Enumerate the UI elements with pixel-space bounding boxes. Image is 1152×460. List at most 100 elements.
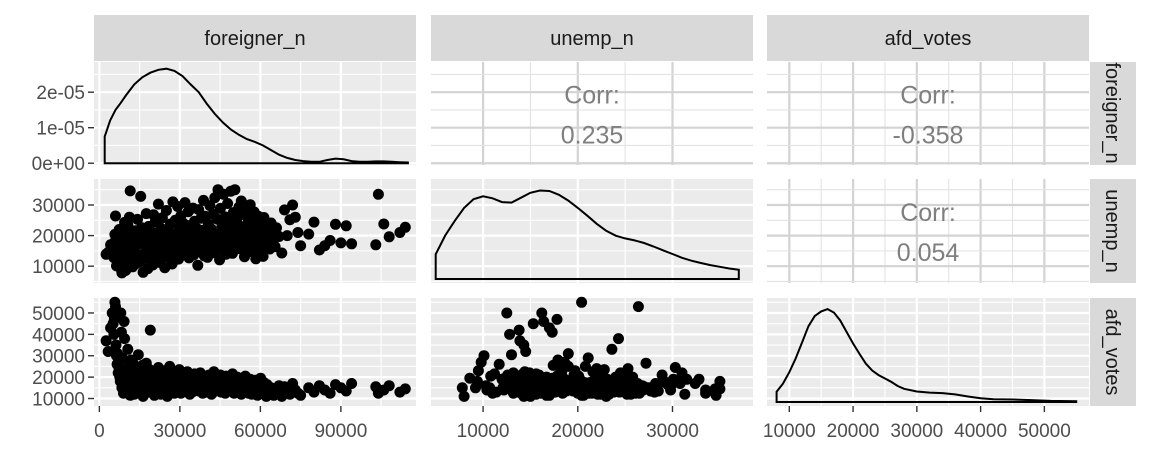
point bbox=[679, 388, 691, 400]
point bbox=[576, 296, 588, 308]
point bbox=[517, 368, 529, 380]
panel-0-0 bbox=[94, 62, 416, 165]
point bbox=[456, 382, 468, 394]
point bbox=[470, 382, 481, 394]
strip-col-0-label: foreigner_n bbox=[204, 28, 305, 50]
point bbox=[132, 213, 143, 225]
strip-row-0-bg bbox=[1090, 62, 1136, 165]
axes: 0e+001e-052e-051000020000300001000020000… bbox=[32, 83, 1071, 442]
point bbox=[102, 346, 114, 357]
point bbox=[538, 316, 550, 327]
x-tick-label: 30000 bbox=[153, 421, 206, 442]
panel-2-2 bbox=[767, 298, 1089, 406]
point bbox=[475, 356, 487, 368]
point bbox=[571, 370, 583, 382]
point bbox=[606, 343, 618, 355]
point bbox=[116, 352, 128, 364]
point bbox=[100, 335, 112, 347]
point bbox=[324, 387, 336, 399]
point bbox=[276, 247, 288, 259]
density-afd_votes bbox=[775, 308, 1078, 403]
y-tick-label: 0e+00 bbox=[32, 154, 85, 175]
point bbox=[118, 316, 130, 327]
point bbox=[518, 339, 530, 351]
point bbox=[235, 195, 247, 207]
point bbox=[372, 188, 384, 200]
panel-1-1 bbox=[431, 179, 753, 283]
point bbox=[330, 218, 341, 230]
y-tick-label: 30000 bbox=[32, 347, 85, 368]
y-tick-label: 50000 bbox=[32, 304, 85, 325]
scatter-afd_votes-vs-unemp_n bbox=[456, 296, 726, 402]
strip-col-1-bg bbox=[431, 15, 753, 61]
point bbox=[536, 307, 548, 319]
point bbox=[629, 384, 641, 396]
point bbox=[681, 373, 693, 385]
point bbox=[222, 198, 234, 209]
point bbox=[501, 307, 513, 319]
panel-1-2 bbox=[767, 179, 1089, 283]
strip-col-0-bg bbox=[94, 15, 416, 61]
point bbox=[122, 343, 134, 355]
point bbox=[480, 380, 492, 392]
point bbox=[119, 333, 131, 345]
point bbox=[518, 390, 530, 402]
point bbox=[546, 326, 558, 338]
x-tick-label: 50000 bbox=[1018, 421, 1071, 442]
point bbox=[340, 220, 352, 232]
point bbox=[192, 259, 204, 271]
point bbox=[124, 185, 136, 197]
x-tick-label: 40000 bbox=[954, 421, 1007, 442]
point bbox=[135, 190, 147, 202]
point bbox=[229, 184, 241, 196]
strip-row-0-label: foreigner_n bbox=[1101, 62, 1123, 163]
y-tick-label: 10000 bbox=[32, 390, 85, 411]
point bbox=[582, 352, 594, 364]
point bbox=[370, 239, 382, 251]
y-tick-label: 2e-05 bbox=[36, 83, 85, 104]
x-tick-label: 0 bbox=[94, 421, 105, 442]
x-tick-label: 90000 bbox=[314, 421, 367, 442]
point bbox=[613, 333, 624, 345]
point bbox=[714, 375, 726, 387]
point bbox=[581, 386, 593, 398]
point bbox=[506, 349, 517, 361]
strip-row-2-bg bbox=[1090, 298, 1136, 406]
x-tick-label: 60000 bbox=[234, 421, 287, 442]
point bbox=[651, 381, 663, 393]
point bbox=[132, 349, 144, 361]
point bbox=[608, 384, 620, 396]
panel-0-1 bbox=[431, 62, 753, 165]
panels: Corr: 0.235 Corr: -0.358 Corr: 0.054 bbox=[94, 62, 1089, 406]
point bbox=[287, 199, 299, 211]
point bbox=[597, 383, 609, 395]
point bbox=[273, 231, 285, 242]
point bbox=[640, 357, 652, 369]
panel-0-2 bbox=[767, 62, 1089, 165]
point bbox=[179, 197, 191, 209]
x-tick-label: 30000 bbox=[890, 421, 943, 442]
point bbox=[292, 227, 304, 238]
point bbox=[689, 378, 701, 389]
point bbox=[568, 380, 580, 392]
corr-value-0: 0.235 bbox=[561, 122, 624, 150]
point bbox=[378, 218, 390, 230]
corr-label-2: Corr: bbox=[900, 199, 956, 227]
point bbox=[458, 390, 470, 402]
point bbox=[394, 227, 406, 238]
x-tick-label: 30000 bbox=[646, 421, 699, 442]
point bbox=[346, 238, 358, 250]
strip-col-2-label: afd_votes bbox=[885, 28, 972, 50]
point bbox=[472, 365, 484, 377]
point bbox=[464, 372, 476, 384]
point bbox=[324, 235, 336, 246]
point bbox=[504, 328, 516, 340]
point bbox=[110, 210, 121, 222]
point bbox=[667, 378, 678, 389]
point bbox=[346, 378, 358, 389]
density-unemp_n bbox=[434, 189, 740, 280]
scatter-unemp_n-vs-foreigner_n bbox=[100, 184, 411, 279]
point bbox=[257, 250, 269, 262]
point bbox=[598, 364, 610, 376]
corr-label-0: Corr: bbox=[564, 82, 620, 110]
